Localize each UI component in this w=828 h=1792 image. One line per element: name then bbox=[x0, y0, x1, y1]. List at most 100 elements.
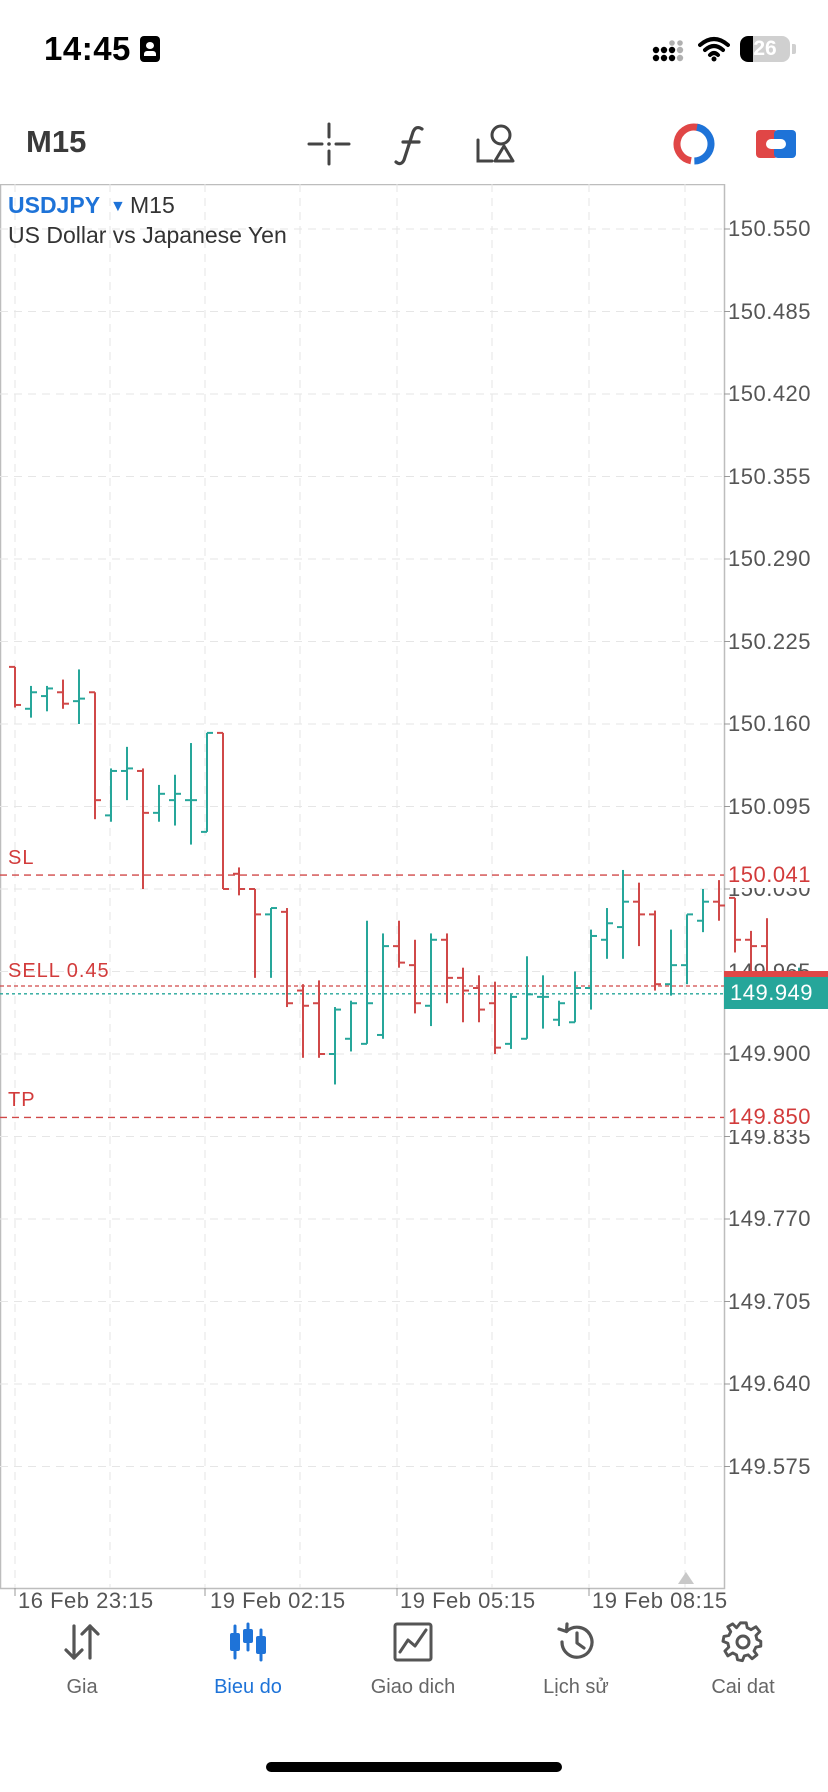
chart-toolbar: M15 bbox=[0, 110, 828, 180]
ohlc-bar bbox=[697, 889, 709, 933]
ohlc-bar bbox=[25, 685, 37, 718]
timeframe-button[interactable]: M15 bbox=[26, 124, 87, 159]
ask-price-marker bbox=[724, 970, 828, 978]
nav-item-cai-dat[interactable]: Cai dat bbox=[678, 1620, 808, 1720]
price-axis-label: 149.705 bbox=[728, 1288, 812, 1314]
ohlc-bar bbox=[569, 971, 581, 1024]
wifi-icon bbox=[698, 37, 730, 62]
time-axis-label: 19 Feb 08:15 bbox=[592, 1588, 728, 1613]
price-axis-label: 150.550 bbox=[728, 216, 812, 241]
ohlc-bar bbox=[361, 920, 373, 1045]
ohlc-bar bbox=[393, 920, 405, 968]
ohlc-bar bbox=[153, 784, 165, 822]
nav-item-gia[interactable]: Gia bbox=[17, 1620, 147, 1720]
price-axis-label: 150.290 bbox=[728, 546, 812, 571]
ohlc-bar bbox=[169, 774, 181, 826]
id-card-icon bbox=[140, 36, 160, 62]
signal-icon bbox=[652, 40, 684, 62]
ohlc-bar bbox=[377, 933, 389, 1039]
price-axis-label: 150.485 bbox=[728, 298, 812, 324]
crosshair-icon[interactable] bbox=[305, 120, 353, 168]
ohlc-bar bbox=[249, 888, 261, 978]
nav-item-bieu-do[interactable]: Bieu do bbox=[183, 1620, 313, 1720]
nav-label-gia: Gia bbox=[66, 1676, 98, 1698]
battery-percent: 26 bbox=[753, 37, 777, 60]
status-time: 14:45 bbox=[44, 30, 131, 67]
ohlc-bar bbox=[137, 768, 149, 889]
chart-canvas[interactable] bbox=[0, 184, 828, 1604]
price-axis-label: 149.575 bbox=[728, 1453, 812, 1479]
ohlc-bar bbox=[505, 994, 517, 1049]
tp-price-tag: 149.850 bbox=[728, 1104, 812, 1131]
price-axis-label: 150.095 bbox=[728, 793, 812, 819]
ohlc-bar bbox=[617, 869, 629, 959]
line-chart-icon bbox=[393, 1622, 433, 1662]
symbol-selector[interactable]: USDJPY bbox=[8, 192, 101, 218]
status-bar: 14:45 26 bbox=[0, 0, 828, 100]
gear-icon bbox=[721, 1621, 763, 1663]
tp-label: TP bbox=[8, 1089, 36, 1112]
price-axis-label: 149.640 bbox=[728, 1371, 812, 1396]
ohlc-bar bbox=[105, 768, 117, 822]
ohlc-bar bbox=[441, 933, 453, 1004]
ohlc-bar bbox=[329, 1007, 341, 1085]
nav-label-cai-dat: Cai dat bbox=[711, 1676, 775, 1698]
ohlc-bar bbox=[9, 665, 21, 708]
symbol-dropdown-icon[interactable]: ▼ bbox=[110, 198, 126, 215]
ohlc-bar bbox=[489, 981, 501, 1054]
one-click-trading-icon[interactable] bbox=[670, 120, 718, 168]
ohlc-bar bbox=[345, 1000, 357, 1052]
trade-toggle-icon[interactable] bbox=[752, 120, 800, 168]
ohlc-bar bbox=[89, 691, 101, 820]
nav-label-bieu-do: Bieu do bbox=[214, 1676, 282, 1698]
ohlc-bar bbox=[73, 669, 85, 724]
nav-label-giao-dich: Giao dich bbox=[370, 1676, 456, 1698]
ohlc-bar bbox=[201, 731, 213, 833]
price-axis-label: 150.420 bbox=[728, 381, 812, 406]
bottom-navigation: Gia Bieu do Giao dich bbox=[0, 1620, 828, 1720]
ohlc-bar bbox=[633, 882, 645, 947]
price-axis-label: 150.355 bbox=[728, 463, 812, 489]
objects-icon[interactable] bbox=[472, 120, 520, 168]
ohlc-bar bbox=[185, 743, 197, 845]
ohlc-bar bbox=[521, 956, 533, 1040]
ohlc-bar bbox=[553, 1000, 565, 1027]
ohlc-bar bbox=[729, 896, 741, 953]
ohlc-bar bbox=[473, 975, 485, 1023]
symbol-description: US Dollar vs Japanese Yen bbox=[8, 222, 287, 248]
ohlc-bar bbox=[681, 913, 693, 985]
ohlc-bar bbox=[57, 679, 69, 709]
ohlc-bar bbox=[409, 939, 421, 1014]
ohlc-bar bbox=[41, 685, 53, 712]
indicators-icon[interactable] bbox=[388, 120, 436, 168]
ohlc-bar bbox=[281, 908, 293, 1008]
sl-label: SL bbox=[8, 847, 35, 870]
nav-item-lich-su[interactable]: Lịch sử bbox=[511, 1620, 641, 1720]
time-axis-label: 16 Feb 23:15 bbox=[18, 1588, 154, 1613]
home-indicator bbox=[266, 1762, 562, 1772]
price-chart[interactable]: USDJPY ▼ M15 US Dollar vs Japanese Yen 1… bbox=[0, 184, 828, 1613]
history-icon bbox=[557, 1622, 594, 1659]
battery-cap bbox=[792, 44, 796, 54]
candlestick-icon bbox=[230, 1622, 266, 1662]
ohlc-bar bbox=[585, 929, 597, 1010]
ohlc-bar bbox=[233, 867, 245, 896]
price-axis-label: 150.160 bbox=[728, 711, 812, 736]
price-axis-label: 149.770 bbox=[728, 1206, 812, 1231]
ohlc-bar bbox=[425, 933, 437, 1027]
chart-timeframe-label: M15 bbox=[130, 192, 175, 218]
arrows-up-down-icon bbox=[64, 1624, 100, 1660]
ohlc-bar bbox=[313, 980, 325, 1058]
ohlc-bar bbox=[713, 880, 725, 921]
chart-shift-marker bbox=[678, 1572, 694, 1584]
ohlc-bar bbox=[537, 975, 549, 1029]
nav-item-giao-dich[interactable]: Giao dich bbox=[348, 1620, 478, 1720]
bid-price-tag: 149.949 bbox=[724, 976, 828, 1009]
price-axis-label: 150.225 bbox=[728, 628, 812, 654]
ohlc-bar bbox=[297, 984, 309, 1058]
ohlc-bar bbox=[265, 907, 277, 978]
ohlc-bar bbox=[217, 731, 229, 890]
battery-level bbox=[740, 36, 753, 62]
nav-label-lich-su: Lịch sử bbox=[543, 1676, 609, 1698]
price-axis-label: 149.900 bbox=[728, 1041, 812, 1066]
